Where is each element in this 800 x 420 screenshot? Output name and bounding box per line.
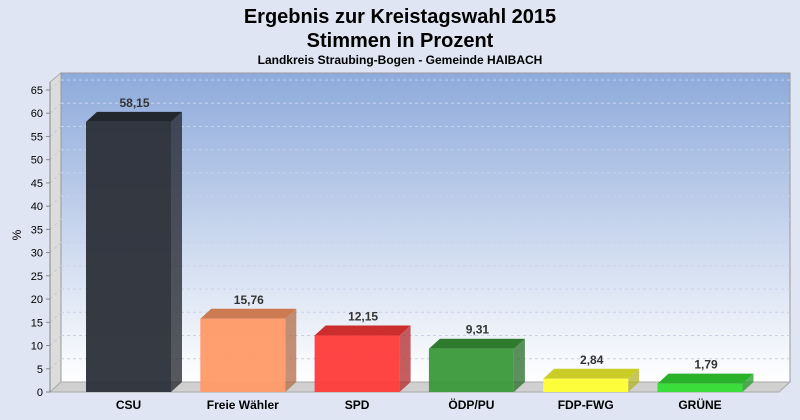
gridline-side	[49, 126, 62, 137]
y-tick-label: 40	[31, 201, 43, 213]
gridline-side	[49, 102, 62, 114]
gridline-side	[49, 149, 62, 161]
bar-value-label: 58,15	[119, 96, 149, 110]
y-axis-label: %	[10, 229, 24, 240]
gridline-side	[49, 195, 62, 207]
bar-side	[171, 111, 182, 392]
gridline-side	[49, 288, 62, 300]
bar-value-label: 12,15	[348, 310, 378, 324]
y-tick-label: 65	[31, 85, 43, 97]
gridline-side	[49, 79, 62, 91]
gridline-side	[49, 219, 62, 230]
x-tick-label: CSU	[116, 398, 141, 412]
bar-value-label: 1,79	[694, 358, 718, 372]
bar-top	[428, 338, 525, 349]
bar-4: 2,84 FDP-FWG	[543, 353, 640, 412]
bar-top	[86, 111, 182, 122]
bar-top	[657, 373, 754, 384]
bar-1: 15,76 Freie Wähler	[200, 293, 297, 412]
x-tick-label: ÖDP/PU	[448, 397, 494, 412]
y-tick-label: 15	[31, 317, 43, 329]
bar-side	[628, 368, 640, 392]
gridline-side	[49, 311, 62, 323]
bar-front	[314, 335, 400, 392]
gridline-side	[49, 358, 62, 370]
y-tick-label: 55	[31, 131, 43, 143]
x-tick-label: Freie Wähler	[207, 398, 279, 412]
back-wall	[60, 72, 791, 383]
chart-title: Ergebnis zur Kreistagswahl 2015	[244, 6, 556, 28]
y-tick-label: 35	[31, 224, 43, 236]
gridline-side	[49, 242, 62, 253]
bar-side	[513, 338, 525, 392]
x-tick-label: SPD	[345, 398, 370, 412]
bar-3: 9,31 ÖDP/PU	[428, 323, 525, 412]
y-tick-label: 45	[31, 178, 43, 190]
y-tick-label: 10	[31, 341, 43, 353]
bar-value-label: 9,31	[466, 323, 490, 337]
bar-2: 12,15 SPD	[314, 310, 411, 412]
y-tick-label: 0	[37, 387, 43, 399]
bar-side	[285, 308, 297, 392]
chart-subtitle: Stimmen in Prozent	[307, 30, 494, 52]
gridline-side	[49, 265, 62, 277]
bar-front	[428, 348, 514, 392]
bar-front	[657, 383, 743, 392]
bar-front	[543, 378, 629, 392]
bar-0: 58,15 CSU	[86, 96, 182, 412]
gridline-side	[49, 172, 62, 184]
y-tick-label: 50	[31, 155, 43, 167]
bar-top	[314, 325, 411, 336]
y-tick-label: 30	[31, 248, 43, 260]
x-tick-label: GRÜNE	[678, 397, 721, 412]
y-tick-label: 5	[37, 364, 43, 376]
bar-side	[742, 373, 754, 392]
y-tick-label: 20	[31, 294, 43, 306]
chart-subsubtitle: Landkreis Straubing-Bogen - Gemeinde HAI…	[258, 53, 543, 67]
bar-side	[399, 325, 411, 392]
bar-front	[86, 121, 171, 392]
bar-top	[200, 308, 297, 319]
bar-value-label: 2,84	[580, 353, 604, 367]
x-tick-label: FDP-FWG	[558, 398, 614, 412]
bar-5: 1,79 GRÜNE	[657, 358, 754, 412]
bar-front	[200, 318, 286, 392]
bar-value-label: 15,76	[234, 293, 264, 307]
y-tick-label: 25	[31, 271, 43, 283]
bar-top	[543, 368, 640, 379]
y-tick-label: 60	[31, 108, 43, 120]
gridline-side	[49, 335, 62, 346]
